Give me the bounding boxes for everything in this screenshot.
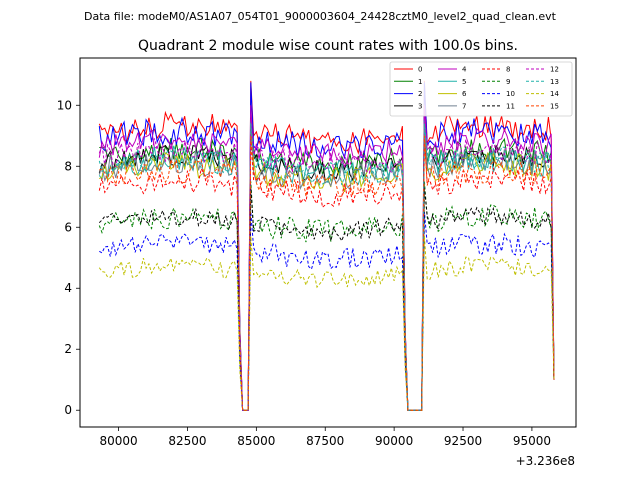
series-line-8 <box>98 138 555 411</box>
plot-area <box>98 80 555 411</box>
legend-label-8: 8 <box>506 66 510 74</box>
series-line-4 <box>98 105 555 411</box>
series-line-3 <box>98 117 555 411</box>
suptitle: Data file: modeM0/AS1A07_054T01_90000036… <box>84 10 557 23</box>
x-tick-label: 92500 <box>444 434 482 448</box>
axes-frame <box>79 57 577 428</box>
legend-label-4: 4 <box>462 66 467 74</box>
x-tick-label: 85000 <box>237 434 275 448</box>
legend-label-13: 13 <box>550 78 559 86</box>
x-tick-label: 80000 <box>99 434 137 448</box>
y-tick-label: 4 <box>64 281 72 295</box>
series-line-1 <box>99 111 555 411</box>
legend-label-9: 9 <box>506 78 510 86</box>
series-line-2 <box>98 82 555 411</box>
series-line-13 <box>98 123 555 411</box>
series-line-9 <box>98 181 555 411</box>
chart-title: Quadrant 2 module wise count rates with … <box>138 38 518 54</box>
legend-label-11: 11 <box>506 102 515 110</box>
legend-label-12: 12 <box>550 66 559 74</box>
x-offset-label: +3.236e8 <box>516 454 575 468</box>
legend-frame <box>389 61 573 117</box>
y-tick-label: 6 <box>64 220 72 234</box>
x-tick-label: 82500 <box>168 434 206 448</box>
x-tick-label: 90000 <box>375 434 413 448</box>
legend-label-6: 6 <box>462 90 467 98</box>
legend-label-0: 0 <box>418 66 422 74</box>
y-tick-label: 0 <box>64 403 72 417</box>
series-line-14 <box>98 236 555 411</box>
legend-label-2: 2 <box>418 90 422 98</box>
x-tick-label: 95000 <box>513 434 551 448</box>
legend-label-1: 1 <box>418 78 422 86</box>
y-tick-label: 2 <box>64 342 72 356</box>
series-line-0 <box>98 80 555 411</box>
legend-label-3: 3 <box>418 102 422 110</box>
axis-ticks: 80000 82500 85000 87500 90000 92500 95000 0 2 4 6 8… <box>57 98 551 448</box>
legend-label-5: 5 <box>462 78 466 86</box>
legend-label-7: 7 <box>462 102 466 110</box>
x-tick-label: 87500 <box>306 434 344 448</box>
y-tick-label: 10 <box>57 98 72 112</box>
legend-label-10: 10 <box>506 90 515 98</box>
y-tick-label: 8 <box>64 159 72 173</box>
legend-label-14: 14 <box>550 90 559 98</box>
legend-label-15: 15 <box>550 102 559 110</box>
series-line-11 <box>98 187 555 411</box>
series-line-15 <box>99 135 555 411</box>
series-line-10 <box>99 211 555 411</box>
